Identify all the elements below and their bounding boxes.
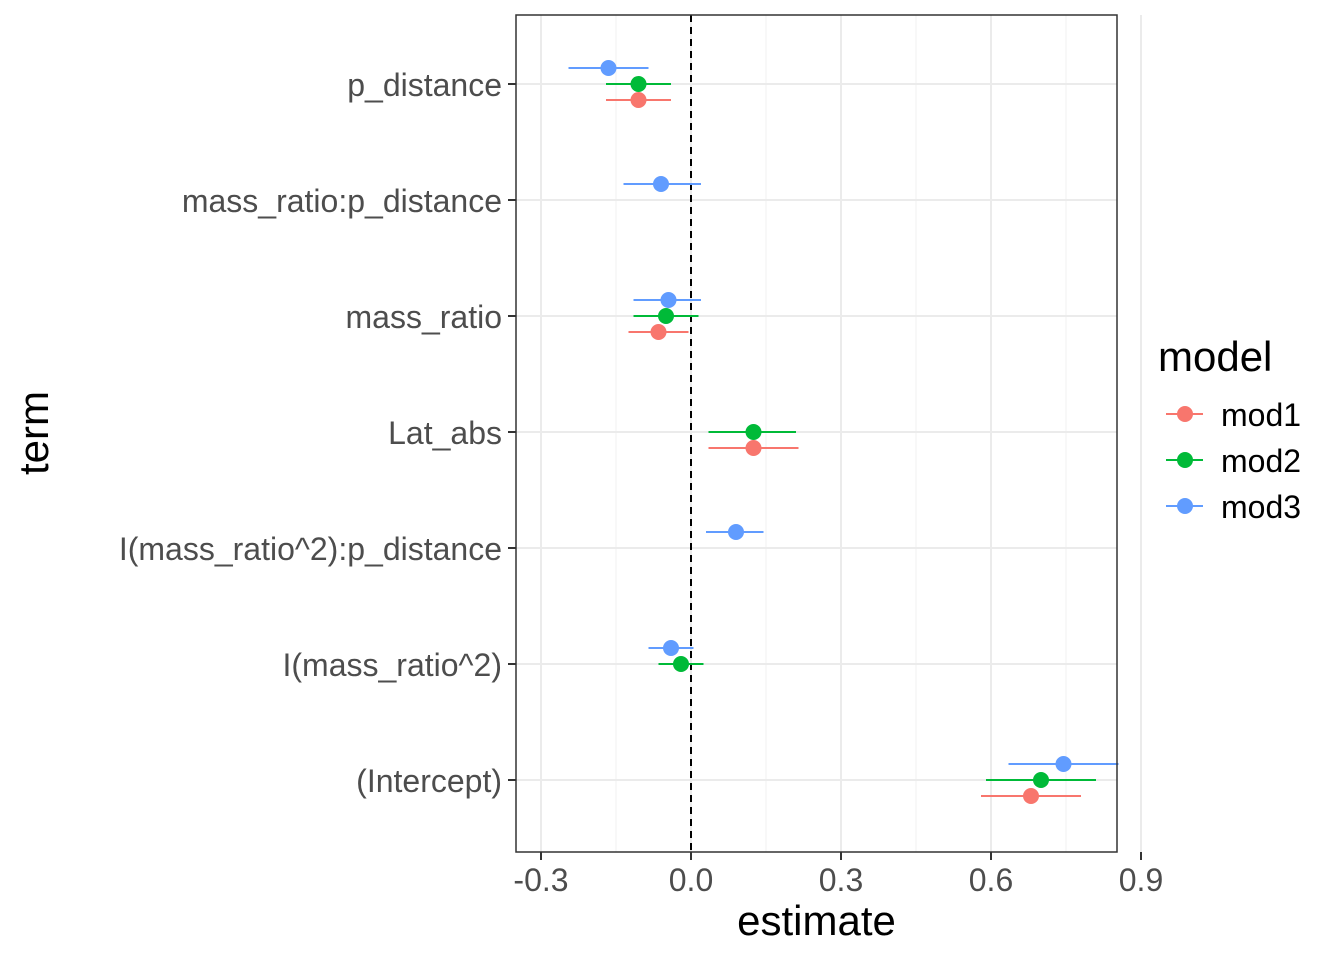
y-tick-label: I(mass_ratio^2):p_distance (119, 531, 502, 567)
legend-label: mod2 (1221, 443, 1301, 479)
legend-key-point (1177, 452, 1193, 468)
legend-key-point (1177, 498, 1193, 514)
data-point (745, 424, 762, 440)
data-point (630, 76, 647, 92)
x-tick-label: 0.6 (969, 862, 1013, 898)
y-axis: p_distance mass_ratio:p_distance mass_rati… (119, 67, 516, 799)
data-point (650, 324, 667, 340)
series-mod2 (606, 76, 1096, 788)
plot-background (516, 15, 1117, 852)
x-tick-label: 0.9 (1119, 862, 1163, 898)
data-point (673, 656, 689, 672)
plot-panel-border (515, 14, 1118, 853)
data-point (658, 308, 674, 324)
legend-item-mod3: mod3 (1166, 489, 1301, 525)
y-tick-label: mass_ratio:p_distance (182, 183, 502, 219)
data-point (1033, 772, 1049, 788)
data-point (663, 640, 679, 656)
data-point (745, 440, 762, 456)
data-point (728, 524, 744, 540)
y-tick-label: p_distance (347, 67, 502, 103)
series-mod1 (606, 92, 1081, 804)
x-axis: -0.3 0.0 0.3 0.6 0.9 (513, 852, 1163, 898)
legend-title: model (1158, 333, 1272, 380)
y-tick-label: I(mass_ratio^2) (282, 647, 502, 683)
x-tick-label: 0.0 (669, 862, 713, 898)
y-axis-title: term (10, 391, 57, 475)
data-point (600, 60, 617, 76)
y-tick-label: mass_ratio (346, 299, 503, 335)
y-tick-label: (Intercept) (356, 763, 502, 799)
data-layer (568, 60, 1119, 804)
data-point (1023, 788, 1039, 804)
y-tick-label: Lat_abs (388, 415, 502, 451)
x-axis-title: estimate (737, 897, 896, 944)
data-point (1055, 756, 1072, 772)
data-point (653, 176, 669, 192)
legend-label: mod1 (1221, 397, 1301, 433)
legend-label: mod3 (1221, 489, 1301, 525)
legend: model mod1 mod2 mod3 (1158, 333, 1301, 525)
legend-item-mod2: mod2 (1166, 443, 1301, 479)
legend-item-mod1: mod1 (1166, 397, 1301, 433)
data-point (660, 292, 677, 308)
series-mod3 (568, 60, 1119, 772)
legend-key-point (1177, 406, 1193, 422)
x-tick-label: 0.3 (819, 862, 863, 898)
data-point (630, 92, 647, 108)
grid-lines (516, 15, 1142, 852)
x-tick-label: -0.3 (513, 862, 568, 898)
